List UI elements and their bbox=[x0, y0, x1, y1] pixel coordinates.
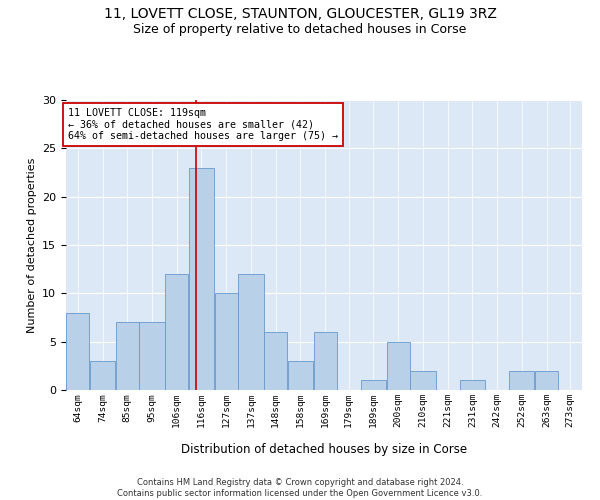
Bar bbox=[67, 312, 89, 390]
Bar bbox=[264, 332, 287, 390]
Text: Distribution of detached houses by size in Corse: Distribution of detached houses by size … bbox=[181, 442, 467, 456]
Text: 11, LOVETT CLOSE, STAUNTON, GLOUCESTER, GL19 3RZ: 11, LOVETT CLOSE, STAUNTON, GLOUCESTER, … bbox=[104, 8, 496, 22]
Bar bbox=[116, 322, 139, 390]
Bar bbox=[509, 370, 535, 390]
Text: Size of property relative to detached houses in Corse: Size of property relative to detached ho… bbox=[133, 22, 467, 36]
Text: 11 LOVETT CLOSE: 119sqm
← 36% of detached houses are smaller (42)
64% of semi-de: 11 LOVETT CLOSE: 119sqm ← 36% of detache… bbox=[68, 108, 338, 141]
Bar bbox=[90, 361, 115, 390]
Bar bbox=[166, 274, 188, 390]
Bar bbox=[238, 274, 263, 390]
Bar bbox=[410, 370, 436, 390]
Bar bbox=[189, 168, 214, 390]
Text: Contains HM Land Registry data © Crown copyright and database right 2024.
Contai: Contains HM Land Registry data © Crown c… bbox=[118, 478, 482, 498]
Bar bbox=[535, 370, 558, 390]
Bar bbox=[215, 294, 238, 390]
Bar bbox=[139, 322, 164, 390]
Bar bbox=[460, 380, 485, 390]
Y-axis label: Number of detached properties: Number of detached properties bbox=[26, 158, 37, 332]
Bar bbox=[361, 380, 386, 390]
Bar bbox=[288, 361, 313, 390]
Bar bbox=[387, 342, 410, 390]
Bar bbox=[314, 332, 337, 390]
